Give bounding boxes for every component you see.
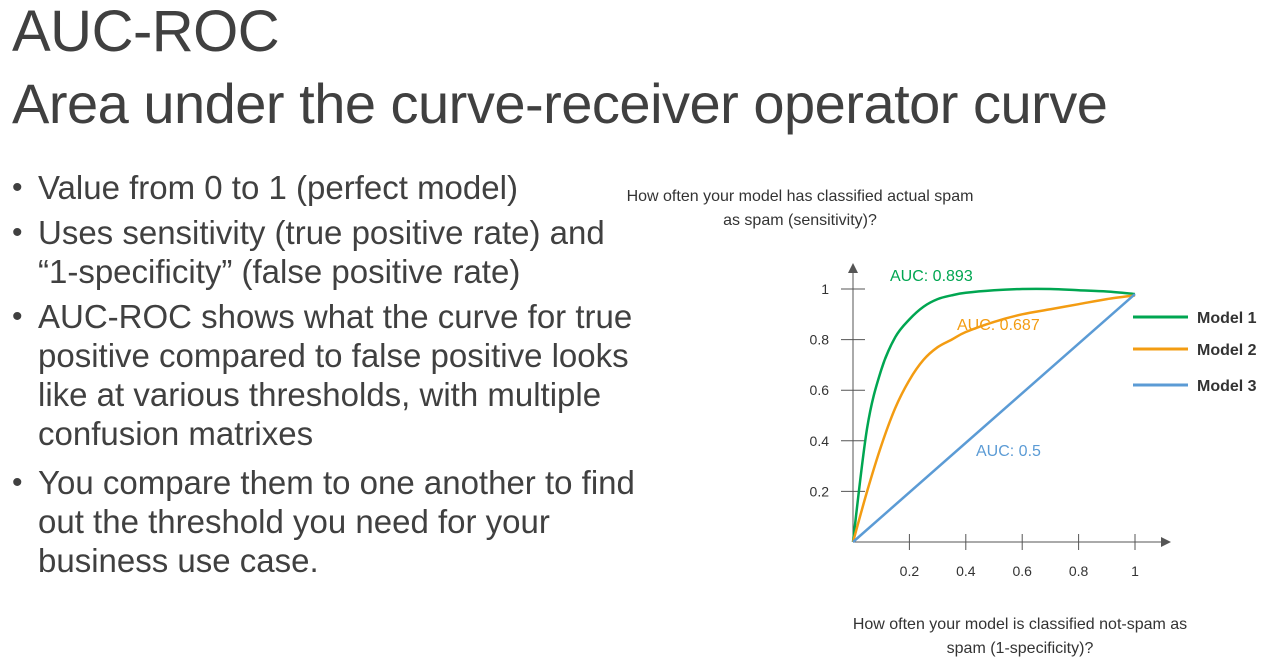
bullet-dot-icon: • [12, 171, 23, 204]
y-axis-caption: How often your model has classified actu… [626, 188, 974, 229]
x-tick-label: 0.6 [1012, 563, 1032, 579]
y-tick-label: 0.4 [810, 433, 830, 449]
bullet-item: • Value from 0 to 1 (perfect model) [10, 168, 650, 207]
bullet-item: • You compare them to one another to find… [10, 463, 650, 580]
legend-label-model-1: Model 1 [1197, 310, 1257, 327]
page-subtitle: Area under the curve-receiver operator c… [12, 72, 1108, 135]
y-tick-label: 1 [821, 281, 829, 297]
auc-label-model-2: AUC: 0.687 [957, 317, 1040, 334]
page-title: AUC-ROC [12, 0, 280, 64]
auc-label-model-3: AUC: 0.5 [976, 443, 1041, 460]
x-tick-label: 0.2 [900, 563, 920, 579]
bullet-list: • Value from 0 to 1 (perfect model) • Uses… [10, 168, 650, 586]
y-tick-label: 0.8 [810, 332, 830, 348]
bullet-item: • AUC-ROC shows what the curve for true p… [10, 297, 650, 453]
bullet-text: You compare them to one another to find … [38, 464, 635, 579]
bullet-text: Value from 0 to 1 (perfect model) [38, 169, 518, 206]
series-line-model-2 [851, 294, 1136, 543]
x-tick-label: 0.8 [1069, 563, 1089, 579]
x-tick-label: 0.4 [956, 563, 976, 579]
bullet-dot-icon: • [12, 300, 23, 333]
series-line-model-3 [852, 293, 1136, 543]
x-axis-caption: How often your model is classified not-s… [852, 616, 1188, 657]
bullet-text: AUC-ROC shows what the curve for true po… [38, 298, 633, 452]
series-line-model-1 [851, 287, 1136, 543]
bullet-dot-icon: • [12, 466, 23, 499]
y-tick-label: 0.6 [810, 382, 830, 398]
bullet-item: • Uses sensitivity (true positive rate) a… [10, 213, 650, 291]
bullet-text: Uses sensitivity (true positive rate) an… [38, 214, 605, 290]
x-axis-arrow-icon [1161, 537, 1171, 547]
legend-label-model-2: Model 2 [1197, 342, 1257, 359]
y-axis-arrow-icon [848, 263, 858, 273]
x-tick-label: 1 [1131, 563, 1139, 579]
y-tick-label: 0.2 [810, 483, 830, 499]
bullet-dot-icon: • [12, 216, 23, 249]
legend-label-model-3: Model 3 [1197, 378, 1257, 395]
auc-label-model-1: AUC: 0.893 [890, 268, 973, 285]
